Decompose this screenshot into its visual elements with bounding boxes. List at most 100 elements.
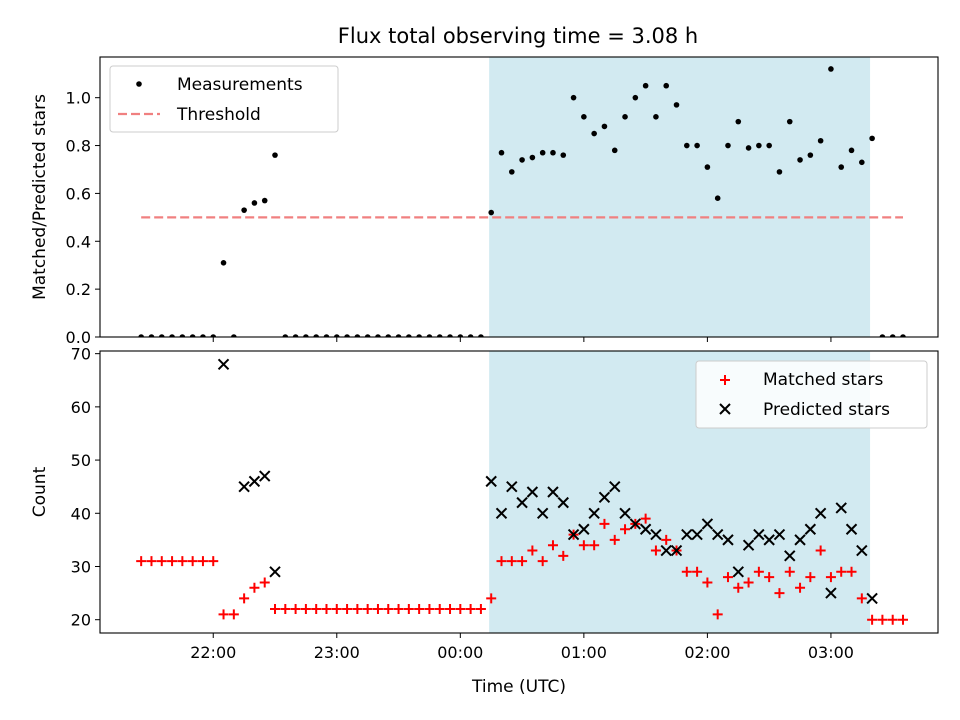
matched-marker xyxy=(228,609,239,620)
measurement-point xyxy=(148,334,155,337)
x-tick-label: 23:00 xyxy=(314,643,360,662)
plot-area xyxy=(136,358,908,625)
measurement-point xyxy=(447,334,453,337)
x-tick-label: 02:00 xyxy=(684,643,730,662)
measurement-point xyxy=(653,114,659,120)
matched-marker xyxy=(743,577,754,588)
measurement-point xyxy=(714,195,721,201)
measurement-point xyxy=(189,334,196,337)
matched-marker xyxy=(352,604,363,615)
measurement-point xyxy=(591,130,597,137)
measurement-point xyxy=(848,147,855,154)
matched-marker xyxy=(784,566,795,577)
matched-marker xyxy=(156,556,167,567)
matched-marker xyxy=(465,604,476,615)
top-panel: 0.0 0.2 0.4 0.6 0.8 1.0 Matched/Predicted star… xyxy=(30,56,939,347)
matched-marker xyxy=(712,609,723,620)
predicted-marker xyxy=(506,480,518,493)
predicted-marker xyxy=(856,544,868,557)
predicted-marker xyxy=(547,486,559,498)
measurement-point xyxy=(704,164,711,170)
predicted-marker xyxy=(794,534,806,546)
matched-marker xyxy=(280,604,291,615)
measurement-point xyxy=(488,209,495,216)
measurement-point xyxy=(158,334,165,337)
matched-marker xyxy=(578,540,589,551)
legend-marker-predicted xyxy=(719,403,731,415)
measurement-point xyxy=(570,94,577,101)
measurement-point xyxy=(169,334,175,337)
measurement-point xyxy=(231,334,237,337)
measurement-point xyxy=(282,334,289,337)
matched-marker xyxy=(383,604,394,615)
measurement-point xyxy=(364,334,371,337)
predicted-marker xyxy=(639,523,652,535)
matched-marker xyxy=(589,540,600,551)
legend-box xyxy=(695,360,928,429)
measurement-point xyxy=(642,82,649,89)
matched-marker xyxy=(681,566,692,577)
predicted-marker xyxy=(845,523,858,535)
predicted-marker xyxy=(495,507,508,519)
y-tick-label: 30 xyxy=(71,557,91,576)
matched-marker xyxy=(795,582,806,593)
measurement-point xyxy=(673,102,680,108)
legend-label: Predicted stars xyxy=(763,400,890,420)
matched-marker xyxy=(846,566,857,577)
predicted-marker xyxy=(526,486,539,498)
measurement-point xyxy=(426,334,433,337)
predicted-marker xyxy=(825,587,837,599)
matched-marker xyxy=(558,550,569,561)
matched-marker xyxy=(496,556,507,567)
predicted-marker xyxy=(773,528,786,541)
measurement-point xyxy=(797,157,803,163)
matched-marker xyxy=(218,609,229,620)
matched-marker xyxy=(537,556,548,567)
measurement-point xyxy=(889,334,896,337)
x-axis-label: Time (UTC) xyxy=(471,677,566,697)
measurement-point xyxy=(817,137,824,144)
y-tick-label: 70 xyxy=(71,345,91,364)
measurement-point xyxy=(385,334,392,337)
matched-marker xyxy=(239,593,250,604)
measurement-point xyxy=(333,334,340,337)
measurement-point xyxy=(694,142,700,149)
matched-marker xyxy=(825,572,836,583)
predicted-marker xyxy=(814,507,827,519)
matched-marker xyxy=(640,513,651,524)
predicted-marker xyxy=(701,518,714,530)
legend-marker-measurements xyxy=(136,81,142,87)
matched-marker xyxy=(527,545,538,556)
matched-marker xyxy=(722,572,733,583)
predicted-marker xyxy=(516,496,528,509)
measurement-point xyxy=(508,169,515,175)
measurement-point xyxy=(735,118,742,125)
matched-marker xyxy=(249,582,260,593)
bottom-panel: 20 30 40 50 60 70 22:00 23:00 00:00 01:00 02:00 03:… xyxy=(30,345,939,697)
matched-marker xyxy=(475,604,486,615)
measurement-point xyxy=(529,154,536,161)
matched-marker xyxy=(300,604,311,615)
measurement-point xyxy=(395,334,402,337)
predicted-marker xyxy=(629,518,642,530)
predicted-marker xyxy=(217,358,230,371)
measurement-point xyxy=(611,147,618,154)
measurement-point xyxy=(210,334,217,337)
measurement-point xyxy=(776,169,783,175)
matched-marker xyxy=(311,604,322,615)
y-tick-label: 0.2 xyxy=(66,280,91,299)
measurement-point xyxy=(550,149,556,156)
matched-marker xyxy=(867,614,878,625)
predicted-marker xyxy=(784,550,796,562)
matched-marker xyxy=(836,566,847,577)
matched-marker xyxy=(774,588,785,599)
measurement-point xyxy=(539,149,546,156)
measurement-point xyxy=(663,82,670,89)
matched-marker xyxy=(342,604,353,615)
measurement-point xyxy=(756,142,762,149)
y-tick-label: 1.0 xyxy=(66,89,91,108)
measurement-point xyxy=(375,334,381,337)
predicted-marker xyxy=(866,592,878,605)
legend: Measurements Threshold xyxy=(109,65,339,133)
legend-label: Threshold xyxy=(176,105,261,125)
